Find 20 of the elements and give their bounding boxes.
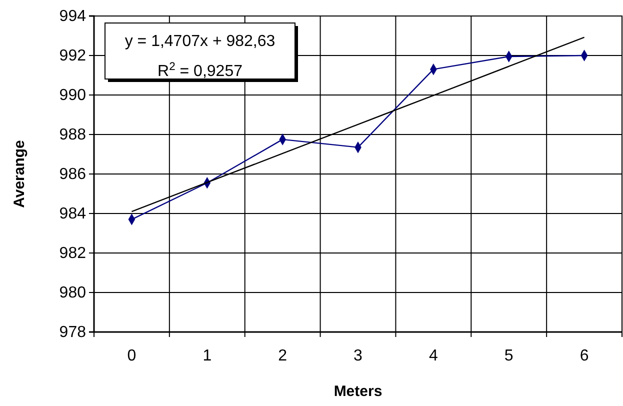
y-tick-label: 978 bbox=[59, 324, 86, 342]
x-tick-label: 1 bbox=[202, 348, 212, 365]
y-tick-label: 986 bbox=[59, 166, 86, 184]
x-axis-title: Meters bbox=[334, 383, 382, 400]
x-tick-label: 3 bbox=[354, 348, 363, 365]
y-tick-label: 988 bbox=[59, 126, 86, 144]
x-tick-label: 5 bbox=[504, 348, 514, 365]
y-tick-label: 980 bbox=[59, 284, 86, 302]
x-tick-label: 6 bbox=[580, 348, 589, 365]
y-tick-label: 994 bbox=[59, 8, 86, 26]
annotation: y = 1,4707x + 982,63 bbox=[124, 33, 276, 50]
y-tick-label: 984 bbox=[59, 206, 86, 223]
x-tick-label: 2 bbox=[278, 348, 288, 365]
y-tick-label: 982 bbox=[59, 245, 86, 262]
y-tick-label: 990 bbox=[59, 87, 86, 104]
y-tick-label: 992 bbox=[59, 48, 86, 65]
x-tick-label: 4 bbox=[428, 348, 438, 365]
y-axis-title: Averange bbox=[11, 140, 28, 208]
x-tick-label: 0 bbox=[127, 348, 136, 365]
annotation: R$^{2}$ = 0,9257 bbox=[158, 61, 243, 80]
